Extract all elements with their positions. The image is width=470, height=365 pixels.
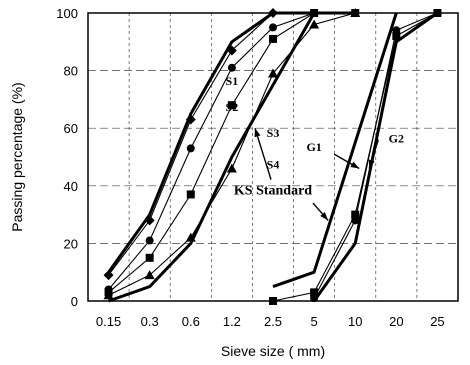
annotation-label: KS Standard <box>234 183 312 198</box>
x-tick-label: 1.2 <box>223 314 241 329</box>
data-point-g2 <box>351 210 360 219</box>
x-tick-label: 0.15 <box>96 314 121 329</box>
x-tick-labels: 0.15 0.3 0.6 1.2 2.5 5 10 20 25 <box>96 314 445 329</box>
series-line-g2 <box>272 12 438 302</box>
x-axis-label: Sieve size ( mm) <box>221 343 325 359</box>
data-point-s4 <box>144 270 155 280</box>
series-markers <box>103 8 442 305</box>
data-point-s3 <box>145 253 154 262</box>
annotation-label: S3 <box>267 126 280 140</box>
g1-arrow-head <box>350 161 360 169</box>
y-axis-label: Passing percentage (%) <box>9 82 25 231</box>
annotation-label: G2 <box>389 132 404 146</box>
data-point-s1 <box>185 114 196 125</box>
ks-arrow-upper-head <box>254 128 261 138</box>
data-point-s2 <box>227 63 236 72</box>
x-tick-label: 2.5 <box>264 314 282 329</box>
annotation-label: S4 <box>267 158 280 172</box>
x-tick-label: 5 <box>310 314 317 329</box>
y-tick-label: 40 <box>64 179 78 194</box>
series-line-s2 <box>108 12 315 290</box>
data-point-s4 <box>226 163 237 173</box>
x-tick-label: 10 <box>348 314 362 329</box>
annotation-label: S2 <box>226 100 239 114</box>
y-tick-label: 0 <box>71 294 78 309</box>
data-point-s4 <box>185 232 196 242</box>
plot-frame <box>87 12 459 302</box>
data-point-s2 <box>269 23 277 32</box>
data-point-s3 <box>186 190 195 199</box>
data-point-s4 <box>103 290 114 300</box>
data-point-g2 <box>310 288 319 297</box>
grid <box>88 13 458 301</box>
data-point-s3 <box>227 101 236 110</box>
y-tick-labels: 0 20 40 60 80 100 <box>56 6 78 309</box>
x-tick-label: 25 <box>430 314 444 329</box>
g2-arrow-head <box>368 159 375 169</box>
y-tick-label: 60 <box>64 121 78 136</box>
data-point-s2 <box>145 236 154 245</box>
data-point-s1 <box>226 45 237 56</box>
data-point-s2 <box>186 144 195 153</box>
data-point-s1 <box>144 215 155 226</box>
data-point-g2 <box>392 32 401 41</box>
y-tick-label: 80 <box>64 64 78 79</box>
annotations: S1 S2 S3 S4 KS Standard G1 G2 <box>226 74 404 221</box>
data-point-s4 <box>268 68 278 78</box>
x-tick-label: 0.3 <box>141 314 159 329</box>
ks-arrow-lower-head <box>320 211 329 221</box>
y-tick-label: 20 <box>64 236 78 251</box>
data-point-s4 <box>309 19 320 29</box>
data-point-s1 <box>103 270 114 281</box>
x-tick-label: 0.6 <box>182 314 200 329</box>
ks-arrow-upper <box>254 127 272 180</box>
data-point-s3 <box>269 34 277 43</box>
ks-standard-line-coarse-upper <box>272 12 398 289</box>
ks-standard-line-coarse-lower <box>312 11 439 302</box>
x-tick-label: 20 <box>389 314 403 329</box>
y-tick-label: 100 <box>56 6 78 21</box>
annotation-label: G1 <box>306 140 321 154</box>
annotation-label: S1 <box>226 74 239 88</box>
